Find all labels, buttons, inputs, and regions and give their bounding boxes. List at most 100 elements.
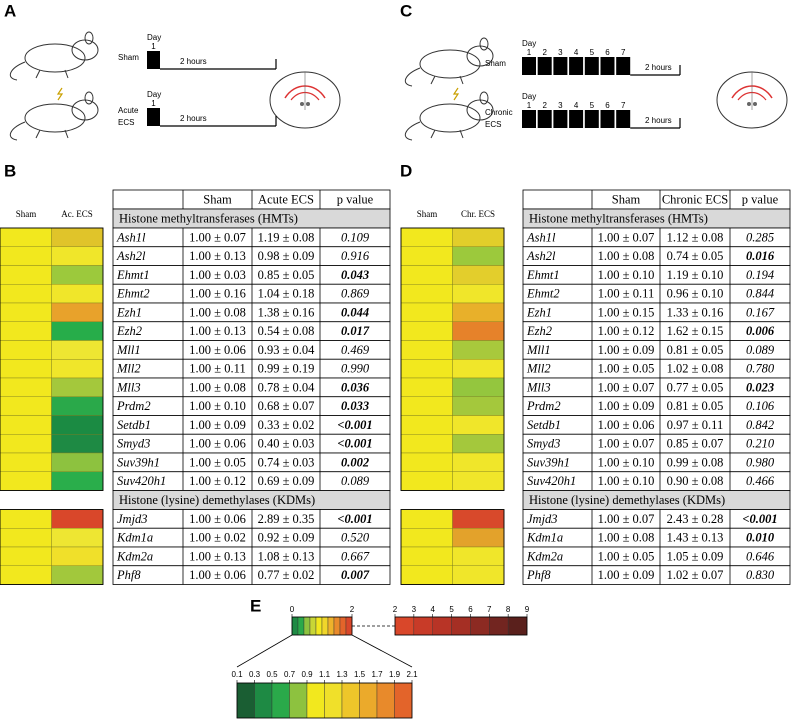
gene-name: Kdm2a — [526, 549, 563, 563]
gene-name: Ezh2 — [116, 324, 142, 338]
gene-name: Mll1 — [116, 343, 141, 357]
ecs-value: 0.77 ± 0.02 — [258, 568, 315, 582]
heatmap-cell — [0, 546, 52, 566]
heatmap-cell — [400, 528, 453, 548]
p-value: 0.002 — [341, 455, 369, 469]
scale-tick-label: 0.9 — [301, 670, 313, 679]
ecs-value: 0.85 ± 0.05 — [258, 268, 315, 282]
scale-tick-label: 1.5 — [354, 670, 366, 679]
day-label: Day — [522, 39, 536, 48]
day-label: Day — [522, 92, 536, 101]
scale-cell — [306, 682, 325, 719]
day-number: 1 — [527, 48, 532, 57]
scale-tick-label: 0.3 — [249, 670, 261, 679]
heatmap-cell — [0, 509, 52, 529]
heatmap-cell — [0, 415, 52, 435]
day-number: 5 — [590, 101, 595, 110]
gene-name: Ezh2 — [526, 324, 552, 338]
ecs-value: 0.77 ± 0.05 — [667, 380, 724, 394]
day-box — [569, 110, 584, 128]
duration: 2 hours — [645, 63, 672, 72]
p-value: 0.017 — [341, 324, 370, 338]
group-title: Histone methyltransferases (HMTs) — [529, 211, 708, 225]
heatmap-header: Chr. ECS — [461, 209, 495, 219]
gene-name: Phf8 — [526, 568, 551, 582]
gene-name: Ash1l — [116, 230, 146, 244]
sham-value: 1.00 ± 0.07 — [189, 230, 246, 244]
sham-value: 1.00 ± 0.05 — [189, 455, 246, 469]
gene-name: Mll2 — [526, 362, 551, 376]
p-value: 0.667 — [341, 549, 370, 563]
sham-value: 1.00 ± 0.06 — [189, 343, 246, 357]
scale-cell — [324, 682, 343, 719]
ecs-value: 0.99 ± 0.19 — [258, 362, 315, 376]
sham-value: 1.00 ± 0.07 — [598, 230, 655, 244]
gene-name: Suv39h1 — [117, 455, 160, 469]
gene-name: Ezh1 — [116, 305, 142, 319]
heatmap-header: Sham — [16, 209, 37, 219]
gene-name: Jmjd3 — [527, 512, 558, 526]
gene-name: Kdm1a — [116, 531, 153, 545]
p-value: 0.990 — [341, 362, 370, 376]
day-box — [584, 110, 599, 128]
heatmap-cell — [400, 452, 453, 472]
heatmap-cell — [452, 302, 505, 322]
heatmap-cell — [452, 452, 505, 472]
sham-value: 1.00 ± 0.10 — [598, 455, 655, 469]
sham-value: 1.00 ± 0.09 — [598, 343, 655, 357]
ecs-value: 0.69 ± 0.09 — [258, 474, 315, 488]
heatmap-cell — [51, 452, 104, 472]
p-value: 0.210 — [746, 437, 775, 451]
day-number: 4 — [574, 48, 579, 57]
p-value: <0.001 — [742, 512, 777, 526]
sham-value: 1.00 ± 0.07 — [598, 380, 655, 394]
sham-value: 1.00 ± 0.13 — [189, 249, 246, 263]
mouse-icon — [404, 91, 494, 141]
group-title: Histone (lysine) demethylases (KDMs) — [529, 493, 725, 507]
group-title: Histone methyltransferases (HMTs) — [119, 211, 298, 225]
heatmap-cell — [0, 265, 52, 285]
day-box — [600, 110, 615, 128]
scale-cell — [470, 616, 490, 636]
sham-value: 1.00 ± 0.08 — [598, 249, 655, 263]
day-box — [616, 57, 631, 75]
ecs-value: 1.19 ± 0.08 — [258, 230, 315, 244]
heatmap-cell — [51, 246, 104, 266]
sham-value: 1.00 ± 0.15 — [598, 305, 655, 319]
scale-tick-label: 1.3 — [336, 670, 348, 679]
gene-name: Ehmt2 — [526, 287, 560, 301]
heatmap-cell — [452, 321, 505, 341]
heatmap-cell — [452, 227, 505, 247]
ecs-value: 0.68 ± 0.07 — [258, 399, 315, 413]
scale-cell — [345, 616, 353, 636]
heatmap-cell — [452, 377, 505, 397]
mouse-icon — [9, 31, 99, 81]
day-number: 7 — [621, 48, 626, 57]
scale-cell — [291, 616, 299, 636]
duration: 2 hours — [645, 116, 672, 125]
heatmap-cell — [51, 565, 104, 585]
p-value: 0.109 — [341, 230, 370, 244]
heatmap-header: Sham — [417, 209, 438, 219]
day-box — [616, 110, 631, 128]
column-header: p value — [337, 192, 374, 206]
p-value: 0.089 — [341, 474, 370, 488]
gene-name: Jmjd3 — [117, 512, 148, 526]
heatmap-cell — [51, 528, 104, 548]
ecs-value: 1.38 ± 0.16 — [258, 305, 315, 319]
p-value: 0.106 — [746, 399, 775, 413]
day-box — [584, 57, 599, 75]
day-box — [522, 57, 536, 75]
heatmap-cell — [452, 434, 505, 454]
column-header: p value — [742, 192, 779, 206]
shock-icon — [56, 87, 64, 101]
gene-name: Suv39h1 — [527, 455, 570, 469]
day-number: 1 — [151, 42, 156, 51]
heatmap-cell — [400, 546, 453, 566]
p-value: 0.043 — [341, 268, 369, 282]
p-value: 0.016 — [746, 249, 775, 263]
ecs-value: 0.97 ± 0.11 — [667, 418, 723, 432]
heatmap-cell — [0, 302, 52, 322]
heatmap-cell — [0, 396, 52, 416]
heatmap-cell — [452, 284, 505, 304]
